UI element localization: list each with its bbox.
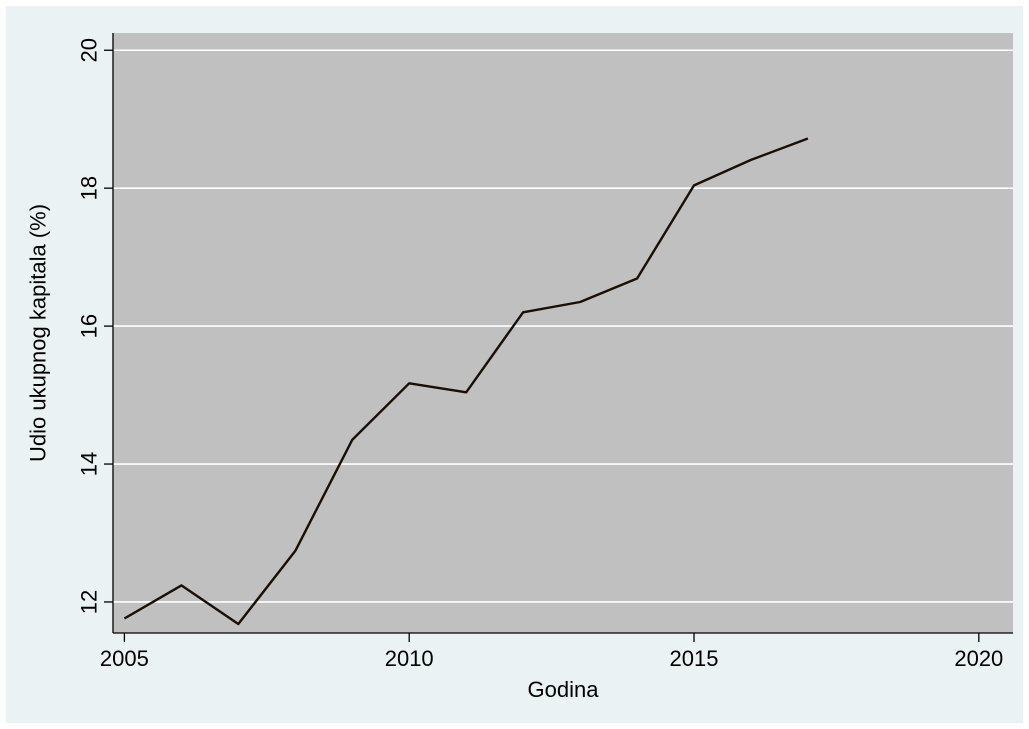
x-tick-label: 2015 [670, 646, 719, 671]
y-tick-label: 12 [77, 590, 102, 614]
x-tick-label: 2020 [954, 646, 1003, 671]
y-axis-title: Udio ukupnog kapitala (%) [26, 204, 51, 462]
axes: 12 14 16 18 20 2005 2010 2015 2020 [77, 33, 1013, 671]
series-layer [123, 137, 809, 626]
series-line [123, 137, 809, 626]
y-tick-label: 14 [77, 452, 102, 476]
x-axis-title: Godina [528, 677, 600, 702]
plot-area [113, 33, 1013, 633]
y-tick-label: 18 [77, 176, 102, 200]
y-tick-label: 20 [77, 38, 102, 62]
y-tick-label: 16 [77, 314, 102, 338]
x-tick-label: 2010 [385, 646, 434, 671]
gridlines [113, 49, 1013, 603]
x-tick-label: 2005 [100, 646, 149, 671]
